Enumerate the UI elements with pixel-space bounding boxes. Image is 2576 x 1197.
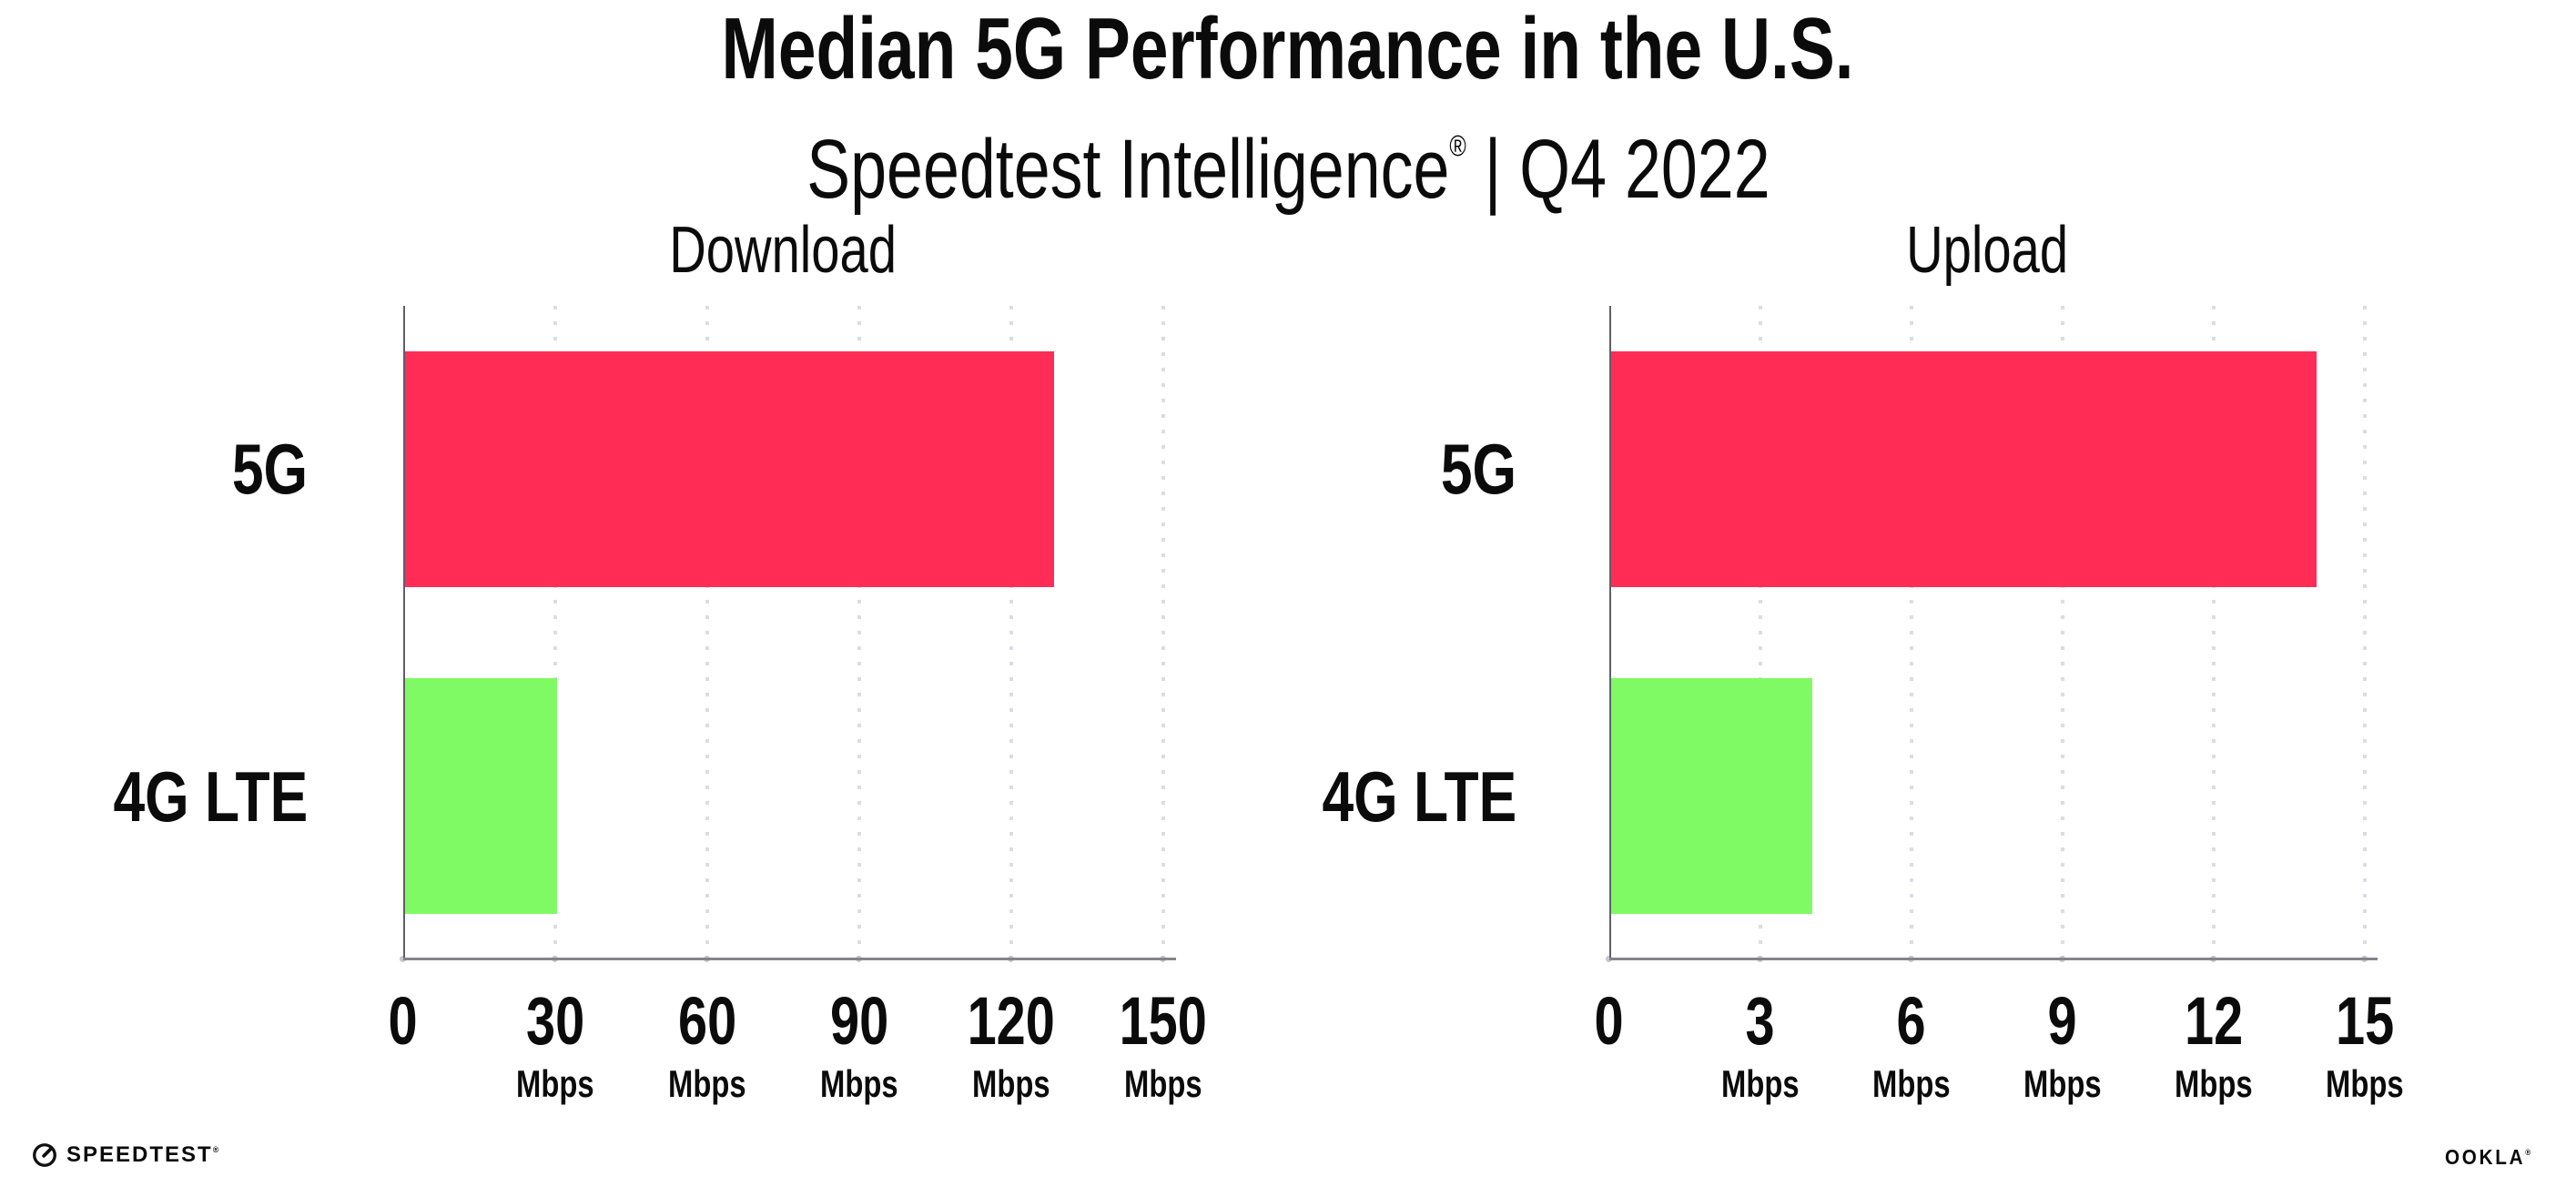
ookla-logo: OOKLA® <box>2445 1145 2543 1170</box>
x-tick-value: 90 <box>829 983 889 1059</box>
page-subtitle: Speedtest Intelligence® | Q4 2022 <box>0 100 2576 215</box>
x-tick-unit: Mbps <box>516 1062 594 1105</box>
upload-plot-area <box>1606 306 2378 962</box>
upload-category-4g-lte: 4G LTE <box>1322 756 1516 837</box>
x-axis-line <box>1609 958 2378 960</box>
x-tick-value: 150 <box>1119 983 1208 1059</box>
x-tick-value: 60 <box>677 983 737 1059</box>
gridline-120 <box>1009 306 1013 959</box>
bar-4g-lte <box>405 677 557 915</box>
upload-chart-title: Upload <box>1906 214 2068 287</box>
x-tick-3: 3 Mbps <box>1651 985 1870 1105</box>
gridline-90 <box>857 306 861 959</box>
speedtest-wordmark: SPEEDTEST® <box>66 1142 221 1167</box>
x-tick-unit: Mbps <box>2023 1062 2102 1105</box>
subtitle-brand: Speedtest Intelligence <box>806 123 1449 216</box>
gridline-60 <box>705 306 709 959</box>
x-tick-unit: Mbps <box>2175 1062 2253 1105</box>
y-axis-line <box>1609 306 1611 959</box>
x-tick-value: 6 <box>1896 983 1927 1059</box>
download-x-tick-labels: 0 30 Mbps 60 Mbps 90 Mbps 120 Mbps 150 Mbps <box>389 985 1207 1112</box>
x-tick-value: 15 <box>2335 983 2395 1059</box>
x-tick-0: 0 <box>294 985 512 1058</box>
speedtest-registered-mark: ® <box>212 1145 221 1154</box>
page-title: Median 5G Performance in the U.S. <box>721 0 1855 97</box>
x-tick-150: 150 Mbps <box>1054 985 1273 1105</box>
bar-5g <box>1611 351 2317 588</box>
x-tick-12: 12 Mbps <box>2104 985 2323 1105</box>
x-tick-value: 12 <box>2184 983 2244 1059</box>
x-tick-value: 0 <box>1594 983 1625 1059</box>
speedtest-logo: SPEEDTEST® <box>31 1140 220 1171</box>
download-plot-area <box>400 306 1176 962</box>
gridline-150 <box>1161 306 1165 959</box>
subtitle-period: | Q4 2022 <box>1465 123 1770 216</box>
upload-category-5g: 5G <box>1440 429 1516 509</box>
ookla-wordmark: OOKLA <box>2445 1145 2526 1169</box>
gridline-6 <box>1910 306 1913 959</box>
x-tick-unit: Mbps <box>1721 1062 1800 1105</box>
gridline-30 <box>553 306 557 959</box>
x-axis-line <box>403 958 1176 960</box>
x-tick-60: 60 Mbps <box>598 985 816 1105</box>
speedtest-gauge-icon <box>31 1141 58 1169</box>
x-tick-120: 120 Mbps <box>902 985 1121 1105</box>
x-tick-value: 0 <box>388 983 419 1059</box>
x-tick-value: 9 <box>2047 983 2078 1059</box>
download-chart-title: Download <box>669 214 898 287</box>
x-tick-value: 30 <box>525 983 585 1059</box>
download-category-5g: 5G <box>231 429 308 509</box>
gridline-3 <box>1759 306 1762 959</box>
bar-4g-lte <box>1611 677 1813 915</box>
bar-5g <box>405 351 1054 588</box>
ookla-registered-mark: ® <box>2525 1148 2534 1157</box>
x-tick-value: 3 <box>1745 983 1776 1059</box>
x-tick-unit: Mbps <box>820 1062 898 1105</box>
registered-mark: ® <box>1448 129 1466 162</box>
axis-tick-dot-0 <box>1606 956 1612 962</box>
x-tick-90: 90 Mbps <box>750 985 969 1105</box>
x-tick-15: 15 Mbps <box>2256 985 2474 1105</box>
x-tick-unit: Mbps <box>668 1062 746 1105</box>
x-tick-unit: Mbps <box>1124 1062 1202 1105</box>
x-tick-unit: Mbps <box>2326 1062 2404 1105</box>
x-tick-0: 0 <box>1500 985 1719 1058</box>
x-tick-unit: Mbps <box>1872 1062 1951 1105</box>
x-tick-unit: Mbps <box>972 1062 1050 1105</box>
x-tick-value: 120 <box>967 983 1056 1059</box>
download-category-4g-lte: 4G LTE <box>113 756 308 837</box>
gridline-9 <box>2061 306 2064 959</box>
upload-x-tick-labels: 0 3 Mbps 6 Mbps 9 Mbps 12 Mbps 15 Mbps <box>1595 985 2404 1112</box>
gridline-15 <box>2363 306 2367 959</box>
x-tick-30: 30 Mbps <box>446 985 664 1105</box>
axis-tick-dot-0 <box>400 956 406 962</box>
gridline-12 <box>2212 306 2216 959</box>
x-tick-9: 9 Mbps <box>1953 985 2172 1105</box>
y-axis-line <box>403 306 405 959</box>
x-tick-6: 6 Mbps <box>1802 985 2021 1105</box>
